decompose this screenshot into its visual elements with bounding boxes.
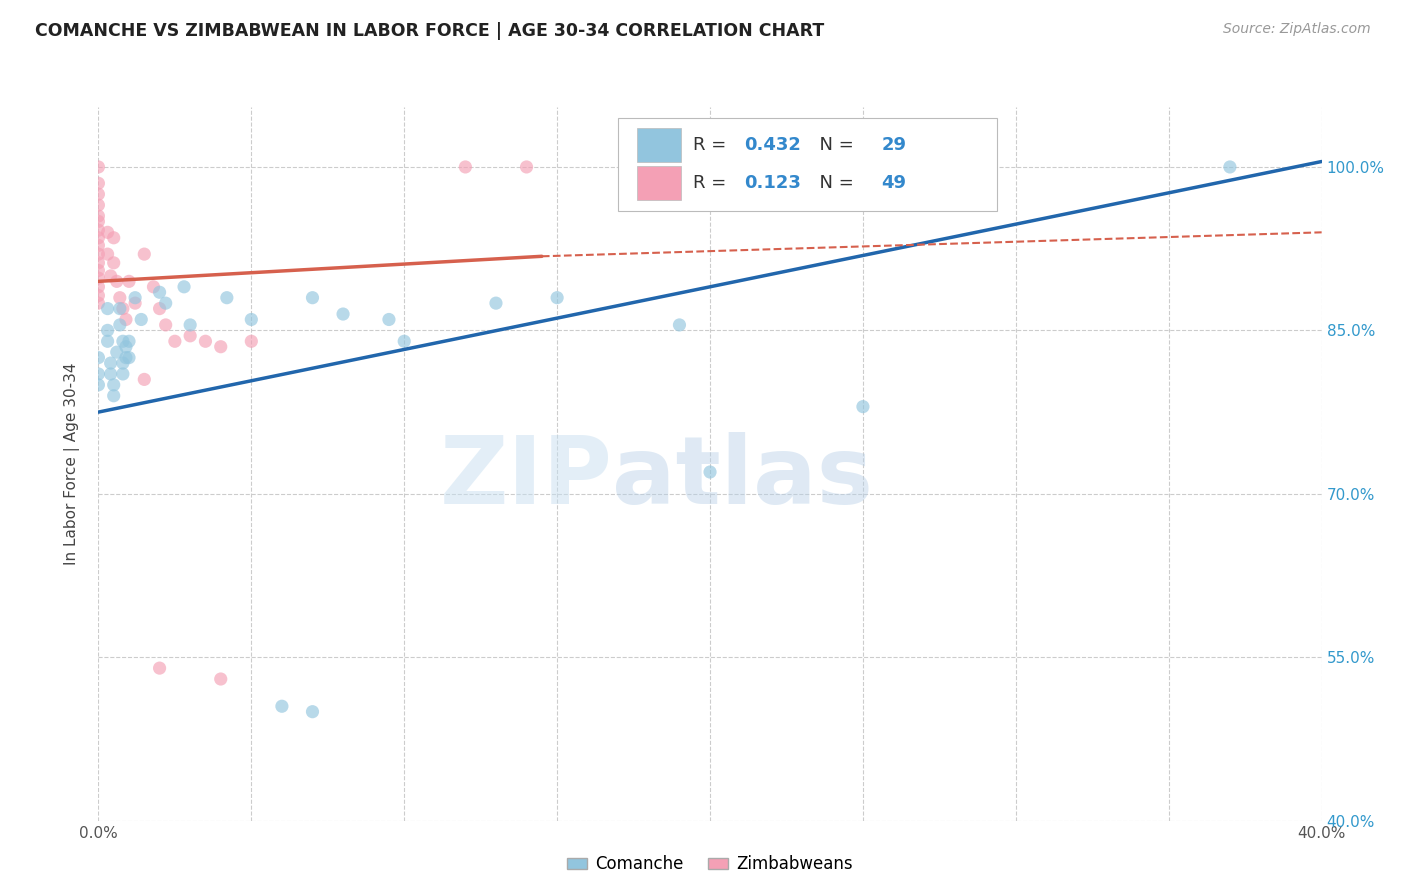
Point bbox=[97, 225, 120, 239]
Point bbox=[87, 351, 110, 365]
Point bbox=[87, 160, 110, 174]
Point bbox=[87, 256, 110, 270]
Point bbox=[118, 334, 141, 349]
Point bbox=[111, 367, 134, 381]
Point bbox=[149, 301, 172, 316]
Point bbox=[87, 288, 110, 302]
Point bbox=[546, 291, 568, 305]
Point bbox=[103, 256, 125, 270]
Point bbox=[115, 351, 138, 365]
Point bbox=[1219, 160, 1241, 174]
Text: 49: 49 bbox=[882, 174, 907, 192]
Point bbox=[97, 323, 120, 337]
Point bbox=[134, 372, 156, 386]
Legend: Comanche, Zimbabweans: Comanche, Zimbabweans bbox=[560, 849, 860, 880]
Point bbox=[105, 274, 128, 288]
Point bbox=[454, 160, 477, 174]
Point bbox=[108, 291, 131, 305]
Point bbox=[87, 214, 110, 228]
Point bbox=[118, 351, 141, 365]
Point bbox=[155, 296, 177, 310]
Point bbox=[100, 367, 122, 381]
Point bbox=[87, 187, 110, 202]
Point bbox=[209, 672, 232, 686]
Point bbox=[100, 268, 122, 283]
Point bbox=[87, 263, 110, 277]
Point bbox=[87, 377, 110, 392]
Point bbox=[959, 160, 981, 174]
Text: R =: R = bbox=[693, 136, 733, 154]
Point bbox=[149, 661, 172, 675]
Point bbox=[115, 312, 138, 326]
Text: R =: R = bbox=[693, 174, 733, 192]
Point bbox=[516, 160, 538, 174]
Point bbox=[111, 356, 134, 370]
Point bbox=[87, 176, 110, 190]
Text: 29: 29 bbox=[882, 136, 907, 154]
Text: COMANCHE VS ZIMBABWEAN IN LABOR FORCE | AGE 30-34 CORRELATION CHART: COMANCHE VS ZIMBABWEAN IN LABOR FORCE | … bbox=[35, 22, 824, 40]
Point bbox=[149, 285, 172, 300]
Point bbox=[87, 247, 110, 261]
Point bbox=[87, 209, 110, 223]
Point bbox=[108, 318, 131, 332]
Point bbox=[240, 334, 263, 349]
Point bbox=[87, 198, 110, 212]
Point bbox=[378, 312, 401, 326]
Point bbox=[97, 247, 120, 261]
Point bbox=[100, 356, 122, 370]
Point bbox=[163, 334, 186, 349]
Text: ZIP: ZIP bbox=[439, 432, 612, 524]
Point bbox=[87, 280, 110, 294]
Point bbox=[111, 301, 134, 316]
Point bbox=[87, 367, 110, 381]
Point bbox=[103, 377, 125, 392]
Point bbox=[129, 312, 152, 326]
Text: N =: N = bbox=[808, 136, 859, 154]
Point bbox=[87, 296, 110, 310]
Point bbox=[111, 334, 134, 349]
Point bbox=[124, 291, 146, 305]
Point bbox=[668, 318, 690, 332]
Point bbox=[87, 271, 110, 285]
Point bbox=[852, 400, 875, 414]
Point bbox=[215, 291, 238, 305]
FancyBboxPatch shape bbox=[619, 118, 997, 211]
Point bbox=[115, 340, 138, 354]
Text: N =: N = bbox=[808, 174, 859, 192]
Point bbox=[134, 247, 156, 261]
Point bbox=[103, 231, 125, 245]
Point bbox=[301, 705, 323, 719]
Text: atlas: atlas bbox=[612, 432, 873, 524]
Text: 0.123: 0.123 bbox=[744, 174, 801, 192]
Point bbox=[179, 328, 201, 343]
Point bbox=[155, 318, 177, 332]
Point bbox=[179, 318, 201, 332]
Text: 0.432: 0.432 bbox=[744, 136, 801, 154]
Point bbox=[105, 345, 128, 359]
Point bbox=[194, 334, 217, 349]
Point bbox=[301, 291, 323, 305]
Point bbox=[97, 334, 120, 349]
Point bbox=[142, 280, 165, 294]
Point bbox=[124, 296, 146, 310]
Point bbox=[87, 238, 110, 252]
Point bbox=[87, 231, 110, 245]
FancyBboxPatch shape bbox=[637, 166, 681, 200]
Point bbox=[270, 699, 292, 714]
Point bbox=[173, 280, 195, 294]
Y-axis label: In Labor Force | Age 30-34: In Labor Force | Age 30-34 bbox=[63, 362, 80, 566]
Point bbox=[332, 307, 354, 321]
Point bbox=[103, 389, 125, 403]
Text: Source: ZipAtlas.com: Source: ZipAtlas.com bbox=[1223, 22, 1371, 37]
Point bbox=[485, 296, 508, 310]
Point bbox=[699, 465, 721, 479]
Point bbox=[108, 301, 131, 316]
Point bbox=[240, 312, 263, 326]
Point bbox=[209, 340, 232, 354]
FancyBboxPatch shape bbox=[637, 128, 681, 162]
Point bbox=[392, 334, 416, 349]
Point bbox=[118, 274, 141, 288]
Point bbox=[87, 223, 110, 237]
Point bbox=[97, 301, 120, 316]
